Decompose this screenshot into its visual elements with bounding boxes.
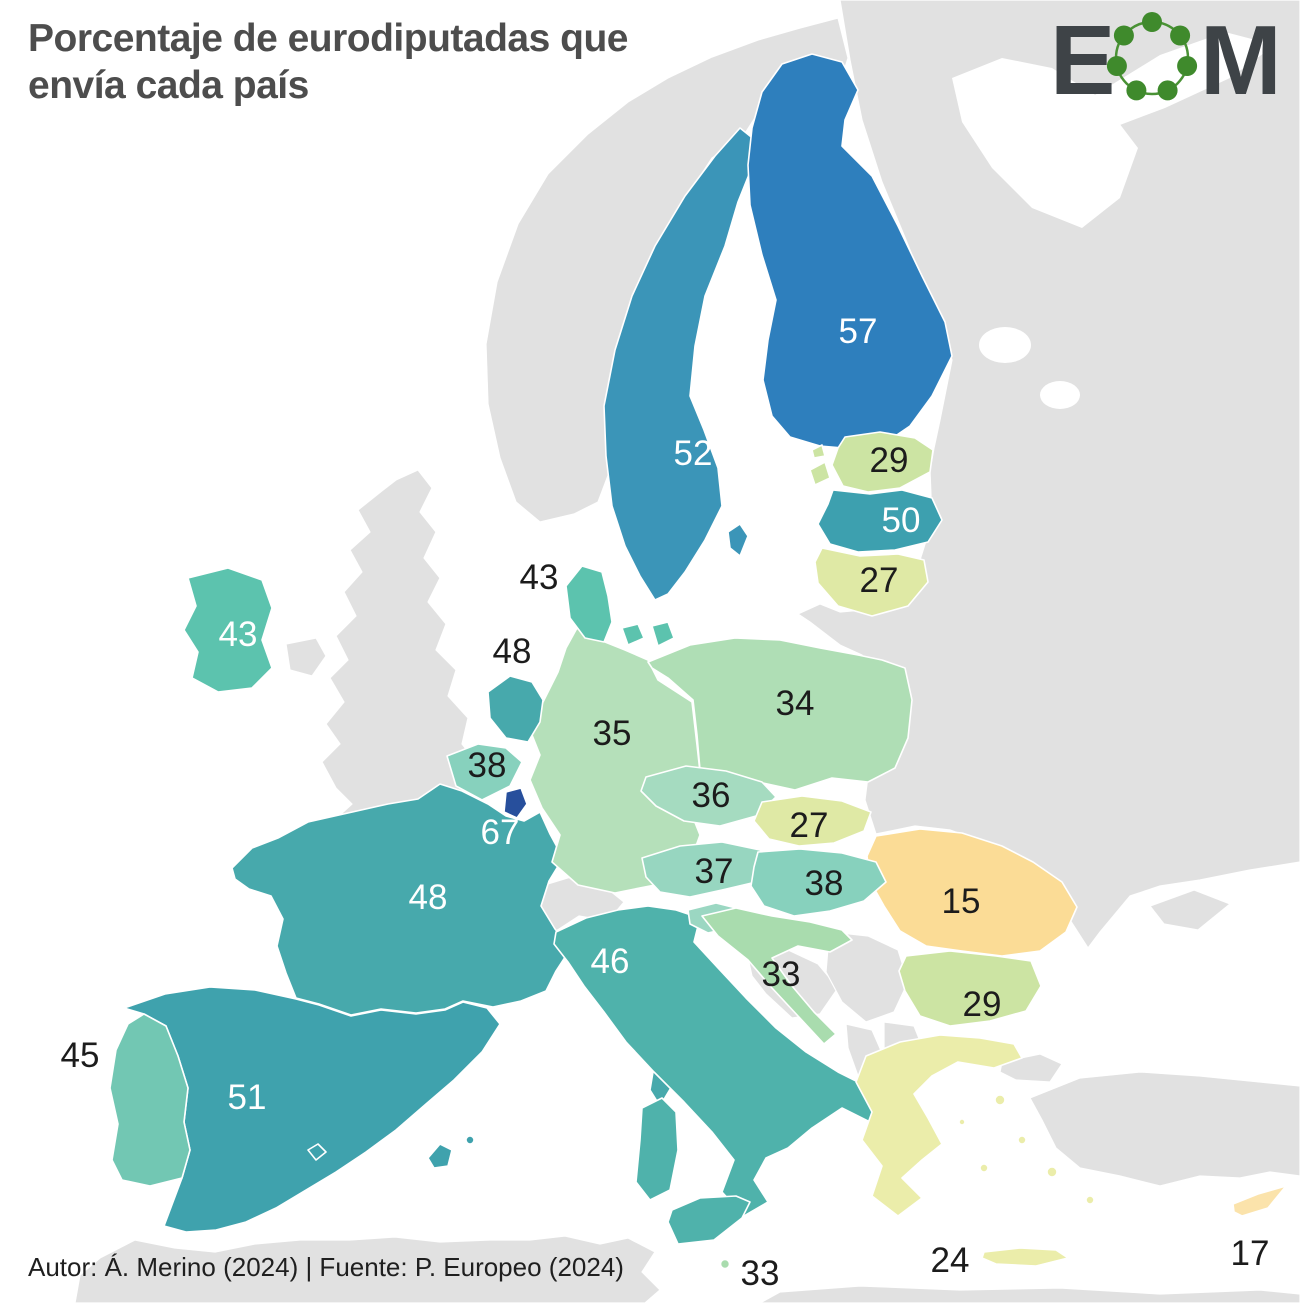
country-italy: [553, 905, 893, 1245]
country-croatia: [701, 907, 853, 1045]
country-denmark: [565, 565, 675, 647]
value-label-romania: 15: [942, 882, 981, 921]
island-hiiumaa: [811, 444, 826, 459]
logo-letter-e: E: [1050, 10, 1115, 110]
non-eu-land: [74, 0, 1300, 1303]
country-malta: [719, 1258, 731, 1270]
region-crimea: [1149, 889, 1231, 931]
island-zealand: [651, 621, 675, 647]
aegean-island: [1046, 1166, 1058, 1178]
island-sardinia: [635, 1097, 679, 1201]
region-north-africa: [74, 1235, 661, 1303]
country-slovakia: [753, 795, 872, 847]
island-sicily: [667, 1195, 751, 1245]
value-label-estonia: 29: [870, 441, 909, 480]
value-labels: 57 52 29 50 27 43 43 48 38 67 35 34 36 2…: [61, 312, 1270, 1293]
country-hungary: [750, 848, 887, 917]
aegean-island: [958, 1118, 966, 1126]
value-label-luxembourg: 67: [481, 813, 520, 852]
country-luxembourg: [503, 787, 528, 819]
island-mallorca: [427, 1143, 453, 1169]
value-label-malta: 33: [741, 1254, 780, 1293]
value-label-hungary: 38: [805, 864, 844, 903]
page-title-line2: envía cada país: [28, 63, 309, 107]
value-label-poland: 34: [776, 684, 815, 723]
value-label-austria: 37: [695, 852, 734, 891]
island-saaremaa: [809, 461, 831, 486]
country-finland: [747, 53, 953, 450]
value-label-czechia: 36: [692, 776, 731, 815]
region-north-africa-east: [759, 1285, 1300, 1303]
value-label-latvia: 50: [882, 501, 921, 540]
value-label-denmark: 43: [520, 558, 559, 597]
eom-logo-graphic: E M: [1050, 5, 1282, 115]
island-ibiza: [307, 1143, 327, 1161]
value-label-belgium: 38: [468, 746, 507, 785]
value-label-portugal: 45: [61, 1036, 100, 1075]
logo-dotted-o-icon: [1106, 12, 1198, 101]
value-label-cyprus: 17: [1231, 1234, 1270, 1273]
page-title-line1: Porcentaje de eurodiputadas que: [28, 17, 628, 60]
island-crete: [981, 1247, 1069, 1267]
value-label-sweden: 52: [674, 434, 713, 473]
country-estonia: [809, 431, 934, 493]
value-label-croatia: 33: [762, 955, 801, 994]
value-label-netherlands: 48: [493, 632, 532, 671]
country-poland: [647, 637, 913, 791]
value-label-france: 48: [409, 878, 448, 917]
attribution: Autor: Á. Merino (2024) | Fuente: P. Eur…: [28, 1252, 624, 1282]
island-gotland: [727, 523, 749, 557]
country-ireland: [183, 567, 273, 693]
value-label-bulgaria: 29: [963, 985, 1002, 1024]
aegean-island: [979, 1163, 989, 1173]
country-netherlands: [487, 675, 544, 743]
country-serbia: [825, 931, 909, 1023]
value-label-slovakia: 27: [790, 806, 829, 845]
country-latvia: [817, 489, 943, 553]
logo-letter-m: M: [1200, 10, 1280, 110]
value-label-italy: 46: [591, 942, 630, 981]
country-greece: [855, 1034, 1095, 1267]
country-bulgaria: [898, 950, 1042, 1027]
value-label-finland: 57: [839, 312, 878, 351]
region-northern-ireland: [285, 637, 327, 677]
aegean-island: [994, 1094, 1006, 1106]
island-menorca: [465, 1135, 475, 1145]
lake-onega: [1040, 381, 1080, 409]
value-label-lithuania: 27: [860, 561, 899, 600]
value-label-spain: 51: [228, 1078, 267, 1117]
country-turkey: [1029, 1071, 1300, 1187]
country-cyprus: [1232, 1185, 1287, 1217]
value-label-greece: 24: [931, 1241, 970, 1280]
eom-logo: E M: [1050, 5, 1282, 115]
aegean-island: [1085, 1195, 1095, 1205]
island-funen: [621, 623, 645, 646]
lake-ladoga: [979, 327, 1031, 363]
white-sea-channel: [1095, 32, 1275, 128]
country-romania: [866, 828, 1078, 957]
country-belgium: [446, 743, 523, 801]
value-label-germany: 35: [593, 714, 632, 753]
country-lithuania: [814, 547, 929, 617]
aegean-island: [1017, 1135, 1027, 1145]
value-label-ireland: 43: [219, 615, 258, 654]
white-sea: [952, 58, 1138, 228]
sea-overlays: [952, 32, 1275, 409]
page-title: Porcentaje de eurodiputadas que envía ca…: [28, 16, 628, 110]
country-portugal: [109, 1013, 191, 1187]
